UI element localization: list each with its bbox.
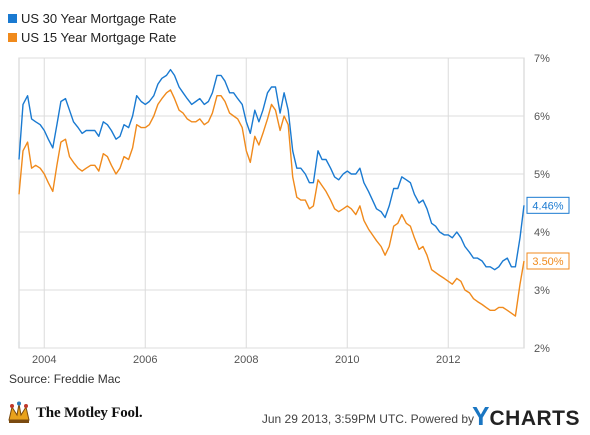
jester-hat-icon xyxy=(8,401,30,423)
source-note: Source: Freddie Mac xyxy=(9,372,121,386)
legend-swatch-15-year xyxy=(8,33,17,42)
x-tick-label: 2004 xyxy=(32,354,56,365)
ycharts-logo[interactable]: Y CHARTS xyxy=(472,403,580,432)
x-tick-label: 2012 xyxy=(436,354,460,365)
y-tick-label: 2% xyxy=(534,343,550,355)
axes: 2% 3% 4% 5% 6% 7% 2004 2006 2008 2010 2012 xyxy=(32,53,550,365)
x-tick-label: 2008 xyxy=(234,354,258,365)
motley-fool-logo[interactable]: The Motley Fool. xyxy=(6,400,143,426)
y-tick-label: 7% xyxy=(534,53,550,65)
legend-item-30-year[interactable]: US 30 Year Mortgage Rate xyxy=(8,9,176,28)
end-value-text: 4.46% xyxy=(532,200,563,212)
end-labels: 4.46% 3.50% xyxy=(526,196,570,270)
y-tick-label: 3% xyxy=(534,285,550,297)
legend-label-30-year: US 30 Year Mortgage Rate xyxy=(21,11,177,26)
end-value-label-15-year: 3.50% xyxy=(526,252,570,270)
line-chart: 2% 3% 4% 5% 6% 7% 2004 2006 2008 2010 2012 4.46% 3.… xyxy=(18,53,570,365)
grid xyxy=(18,57,525,349)
y-tick-label: 4% xyxy=(534,227,550,239)
series-line-15-year[interactable] xyxy=(18,89,525,317)
y-tick-label: 6% xyxy=(534,111,550,123)
legend-label-15-year: US 15 Year Mortgage Rate xyxy=(21,30,177,45)
end-value-label-30-year: 4.46% xyxy=(526,196,570,214)
timestamp: Jun 29 2013, 3:59PM UTC. xyxy=(261,412,408,426)
ycharts-logo-y: Y xyxy=(472,401,490,431)
series-line-30-year[interactable] xyxy=(18,68,525,271)
end-value-box xyxy=(526,196,570,214)
legend-item-15-year[interactable]: US 15 Year Mortgage Rate xyxy=(8,28,176,47)
legend: US 30 Year Mortgage Rate US 15 Year Mort… xyxy=(8,9,176,47)
end-value-box xyxy=(526,252,570,270)
y-tick-label: 5% xyxy=(534,169,550,181)
series-lines xyxy=(18,68,525,317)
powered-by-text: Powered by xyxy=(410,412,474,426)
brand-name: The Motley Fool. xyxy=(36,404,143,421)
end-value-text: 3.50% xyxy=(532,256,563,268)
x-tick-label: 2006 xyxy=(133,354,157,365)
x-tick-label: 2010 xyxy=(335,354,359,365)
footer-stamp: Jun 29 2013, 3:59PM UTC. Powered by xyxy=(262,412,474,426)
legend-swatch-30-year xyxy=(8,14,17,23)
ycharts-logo-text: CHARTS xyxy=(489,407,580,430)
